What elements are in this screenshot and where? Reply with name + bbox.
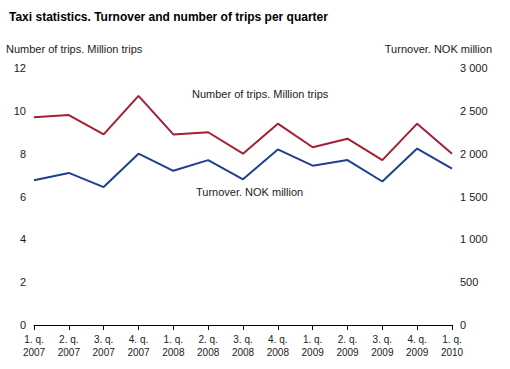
svg-text:0: 0 [460,319,466,331]
svg-text:2. q.: 2. q. [198,334,217,345]
svg-text:2007: 2007 [93,347,116,358]
svg-text:1. q.: 1. q. [164,334,183,345]
svg-text:Taxi statistics. Turnover and: Taxi statistics. Turnover and number of … [9,10,328,24]
svg-text:2008: 2008 [197,347,220,358]
svg-text:1. q.: 1. q. [24,334,43,345]
svg-text:10: 10 [14,105,26,117]
svg-text:1 500: 1 500 [460,191,488,203]
svg-text:2: 2 [20,276,26,288]
svg-text:Number of trips. Million trips: Number of trips. Million trips [6,43,143,55]
svg-text:Turnover. NOK million: Turnover. NOK million [196,186,303,198]
svg-text:4. q.: 4. q. [129,334,148,345]
svg-text:2. q.: 2. q. [338,334,357,345]
svg-text:Turnover. NOK million: Turnover. NOK million [385,43,492,55]
svg-text:3 000: 3 000 [460,62,488,74]
svg-text:2 500: 2 500 [460,105,488,117]
svg-text:2009: 2009 [302,347,325,358]
svg-text:4. q.: 4. q. [407,334,426,345]
svg-text:0: 0 [20,319,26,331]
svg-text:6: 6 [20,191,26,203]
svg-text:4. q.: 4. q. [268,334,287,345]
svg-text:2. q.: 2. q. [59,334,78,345]
svg-text:3. q.: 3. q. [373,334,392,345]
svg-text:8: 8 [20,148,26,160]
svg-text:3. q.: 3. q. [94,334,113,345]
svg-text:500: 500 [460,276,478,288]
svg-text:1 000: 1 000 [460,233,488,245]
svg-text:4: 4 [20,233,26,245]
svg-text:2008: 2008 [162,347,185,358]
svg-text:2 000: 2 000 [460,148,488,160]
svg-text:2010: 2010 [441,347,464,358]
svg-text:2009: 2009 [406,347,429,358]
svg-text:2007: 2007 [127,347,150,358]
svg-text:2008: 2008 [267,347,290,358]
svg-text:2007: 2007 [23,347,46,358]
svg-text:2009: 2009 [336,347,359,358]
svg-text:1. q.: 1. q. [442,334,461,345]
svg-text:Number of trips. Million trips: Number of trips. Million trips [192,88,329,100]
svg-text:1. q.: 1. q. [303,334,322,345]
svg-text:12: 12 [14,62,26,74]
svg-text:3. q.: 3. q. [233,334,252,345]
svg-text:2008: 2008 [232,347,255,358]
svg-text:2009: 2009 [371,347,394,358]
svg-text:2007: 2007 [58,347,81,358]
